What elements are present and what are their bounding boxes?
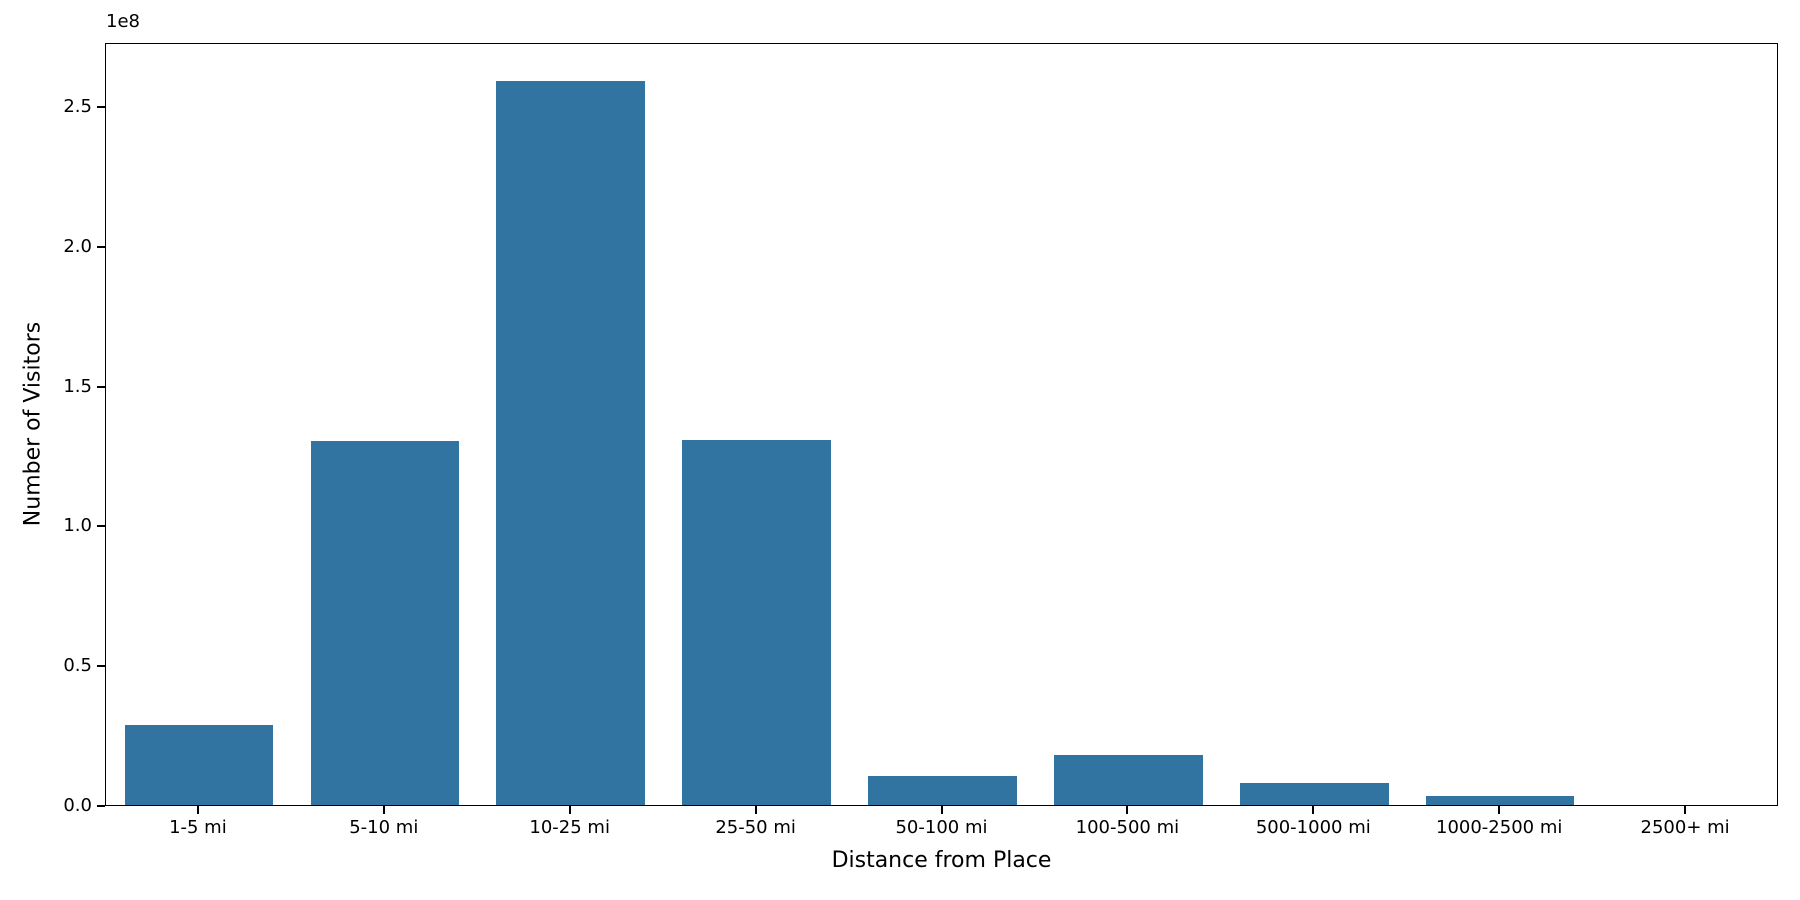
y-tick-mark — [97, 245, 105, 248]
x-axis-label: Distance from Place — [831, 848, 1052, 873]
x-tick-label: 50-100 mi — [895, 817, 988, 838]
x-tick-mark — [1684, 806, 1687, 814]
y-tick-label: 0.0 — [63, 795, 92, 816]
x-tick-mark — [196, 806, 199, 814]
x-tick-label: 100-500 mi — [1075, 817, 1180, 838]
y-tick-label: 1.0 — [63, 515, 92, 537]
x-tick-label: 5-10 mi — [349, 817, 419, 838]
bar — [1425, 796, 1575, 805]
bar — [682, 439, 831, 805]
bar — [1054, 754, 1203, 805]
y-tick-mark — [97, 106, 105, 108]
x-tick-mark — [1312, 806, 1315, 814]
plot-area — [105, 43, 1778, 806]
y-tick-mark — [97, 385, 105, 388]
x-tick-label: 500-1000 mi — [1255, 817, 1371, 838]
y-tick-mark — [97, 525, 105, 528]
y-tick-label: 2.0 — [63, 235, 92, 257]
bar — [310, 440, 460, 805]
x-tick-mark — [1498, 806, 1501, 814]
bar — [1239, 783, 1389, 805]
y-tick-mark — [97, 665, 105, 668]
x-tick-label: 2500+ mi — [1640, 817, 1730, 838]
x-tick-mark — [1126, 806, 1129, 814]
x-tick-mark — [382, 806, 385, 814]
bar — [496, 80, 646, 805]
x-tick-mark — [940, 806, 943, 814]
bar — [868, 775, 1017, 805]
y-tick-mark — [97, 805, 105, 807]
x-tick-label: 1000-2500 mi — [1436, 817, 1563, 838]
y-axis-offset-text: 1e8 — [106, 11, 140, 32]
y-tick-label: 0.5 — [63, 655, 92, 677]
x-tick-label: 25-50 mi — [715, 817, 796, 838]
x-tick-label: 10-25 mi — [529, 817, 610, 838]
y-tick-label: 2.5 — [63, 96, 92, 117]
x-tick-label: 1-5 mi — [169, 817, 227, 838]
x-tick-mark — [568, 806, 571, 814]
y-axis-label: Number of Visitors — [20, 321, 46, 527]
bar — [124, 725, 274, 805]
x-tick-mark — [754, 806, 757, 814]
y-tick-label: 1.5 — [63, 375, 92, 397]
